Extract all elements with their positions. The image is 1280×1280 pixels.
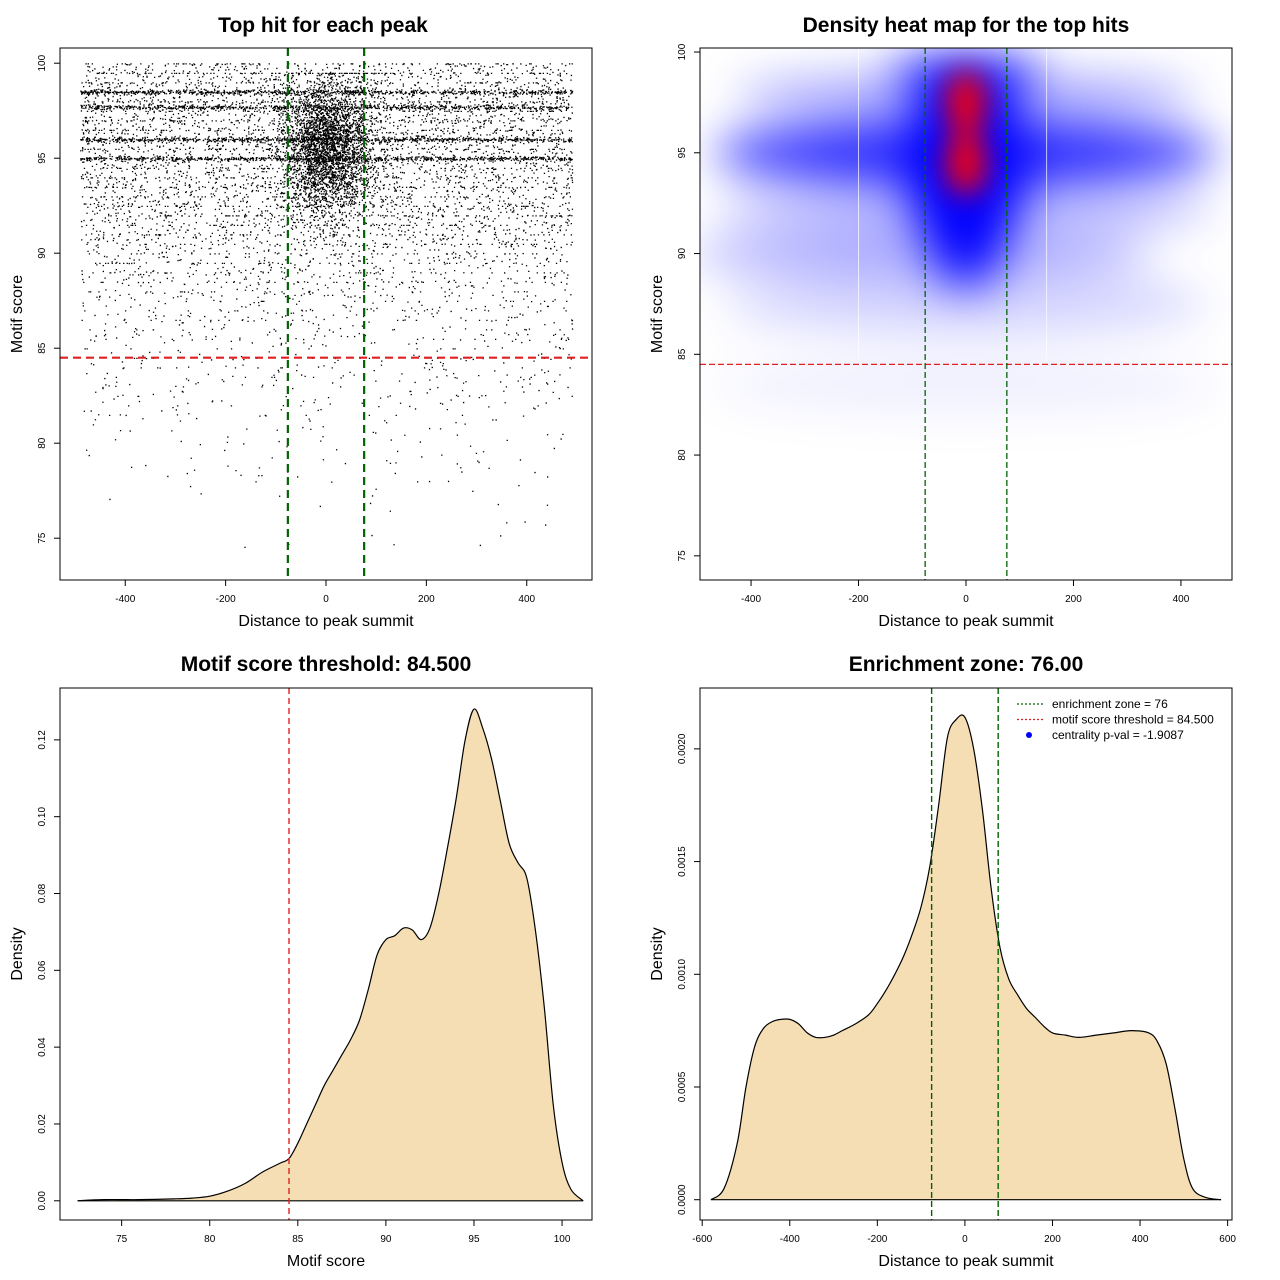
y-tick-label: 0.0020 — [677, 733, 688, 764]
legend-entry-label: centrality p-val = -1.9087 — [1052, 728, 1184, 742]
density-fill — [77, 708, 584, 1201]
y-tick-label: 90 — [37, 247, 48, 259]
y-tick-label: 0.08 — [37, 883, 48, 903]
x-tick-label: 100 — [554, 1234, 571, 1245]
x-tick-label: 600 — [1219, 1234, 1236, 1245]
x-tick-label: 80 — [204, 1234, 216, 1245]
x-tick-label: -200 — [216, 594, 236, 605]
axis-ticks: 75 80 85 90 95 100 0.00 0.02 0.04 0.06 0.08 0.10 0.1… — [37, 730, 571, 1245]
x-tick-label: 0 — [963, 594, 969, 605]
x-tick-label: 75 — [116, 1234, 128, 1245]
x-tick-label: -200 — [867, 1234, 887, 1245]
y-tick-label: 0.0015 — [677, 846, 688, 877]
x-tick-label: 85 — [292, 1234, 304, 1245]
x-tick-label: 0 — [323, 594, 329, 605]
x-axis-label: Distance to peak summit — [878, 613, 1054, 630]
y-axis-label: Density — [9, 927, 26, 980]
x-axis-label: Distance to peak summit — [878, 1253, 1054, 1270]
heat-center-tail — [928, 217, 1004, 290]
density-curve — [710, 714, 1222, 1201]
x-tick-label: 400 — [1132, 1234, 1149, 1245]
distance-density-panel: Enrichment zone: 76.00 -600 -400 -200 0 200 4… — [649, 653, 1236, 1270]
plot-frame — [59, 47, 593, 581]
plot-frame — [59, 687, 593, 1221]
x-axis-label: Distance to peak summit — [238, 613, 414, 630]
heat-band-90 — [700, 231, 1155, 276]
x-axis-label: Motif score — [287, 1253, 365, 1270]
density-line — [77, 708, 584, 1202]
scatter-points — [80, 63, 574, 548]
density-line — [710, 714, 1222, 1201]
x-tick-label: 90 — [380, 1234, 392, 1245]
y-axis-label: Motif score — [649, 275, 666, 353]
axis-ticks: -600 -400 -200 0 200 400 600 0.0000 0.0005 0.0010… — [677, 733, 1236, 1245]
x-tick-label: 400 — [1173, 594, 1190, 605]
y-tick-label: 0.10 — [37, 807, 48, 827]
y-tick-label: 0.0000 — [677, 1184, 688, 1215]
x-tick-label: 200 — [1044, 1234, 1061, 1245]
y-tick-label: 0.06 — [37, 960, 48, 980]
heatmap-panel: Density heat map for the top hits -400 -2… — [649, 14, 1233, 630]
heat-hotspot — [945, 70, 987, 135]
y-tick-label: 95 — [37, 152, 48, 164]
legend-entry-label: enrichment zone = 76 — [1052, 697, 1168, 711]
y-tick-label: 0.12 — [37, 730, 48, 750]
x-tick-label: -400 — [115, 594, 135, 605]
y-tick-label: 85 — [677, 348, 688, 360]
reference-lines — [700, 48, 1232, 580]
x-tick-label: -400 — [741, 594, 761, 605]
heat-hotspot — [945, 130, 987, 196]
x-tick-label: -600 — [692, 1234, 712, 1245]
reference-lines — [930, 688, 999, 1220]
axis-ticks: -400 -200 0 200 400 75 80 85 90 95 100 — [37, 54, 536, 605]
legend-entry-label: motif score threshold = 84.500 — [1052, 713, 1214, 727]
y-tick-label: 100 — [37, 54, 48, 71]
x-tick-label: 200 — [418, 594, 435, 605]
x-tick-label: -200 — [849, 594, 869, 605]
y-tick-label: 75 — [37, 532, 48, 544]
reference-lines — [60, 48, 592, 580]
y-tick-label: 85 — [37, 342, 48, 354]
plot-frame — [699, 47, 1233, 581]
score-density-panel: Motif score threshold: 84.500 75 80 85 90 95… — [9, 653, 593, 1270]
y-tick-label: 75 — [677, 550, 688, 562]
x-tick-label: -400 — [780, 1234, 800, 1245]
x-tick-label: 0 — [962, 1234, 968, 1245]
y-tick-label: 80 — [37, 437, 48, 449]
y-tick-label: 0.00 — [37, 1191, 48, 1211]
chart-title: Motif score threshold: 84.500 — [181, 653, 472, 676]
y-tick-label: 0.0010 — [677, 959, 688, 990]
y-tick-label: 95 — [677, 147, 688, 159]
y-tick-label: 90 — [677, 248, 688, 260]
density-heat — [700, 48, 1219, 415]
plot-frame — [699, 687, 1233, 1221]
heat-band-83 — [713, 354, 1219, 415]
y-tick-label: 0.04 — [37, 1037, 48, 1057]
x-tick-label: 200 — [1065, 594, 1082, 605]
x-tick-label: 400 — [518, 594, 535, 605]
y-tick-label: 80 — [677, 449, 688, 461]
y-tick-label: 0.02 — [37, 1114, 48, 1134]
chart-title: Density heat map for the top hits — [803, 14, 1130, 37]
scatter-point-cloud — [80, 63, 574, 548]
heat-band-87 — [724, 275, 1208, 333]
scatter-panel: Top hit for each peak -400 -200 0 200 400 75 8… — [9, 14, 593, 630]
y-tick-label: 0.0005 — [677, 1071, 688, 1102]
density-fill — [710, 714, 1222, 1200]
y-axis-label: Density — [649, 927, 666, 980]
density-curve — [77, 708, 584, 1202]
chart-title: Top hit for each peak — [218, 14, 428, 37]
chart-title: Enrichment zone: 76.00 — [849, 653, 1084, 676]
x-tick-label: 95 — [468, 1234, 480, 1245]
legend: enrichment zone = 76 motif score threshol… — [1017, 697, 1214, 742]
axis-ticks: -400 -200 0 200 400 75 80 85 90 95 100 — [677, 43, 1190, 605]
legend-point-marker — [1026, 732, 1032, 738]
heat-red-layer — [945, 70, 987, 196]
y-axis-label: Motif score — [9, 275, 26, 353]
y-tick-label: 100 — [677, 43, 688, 60]
